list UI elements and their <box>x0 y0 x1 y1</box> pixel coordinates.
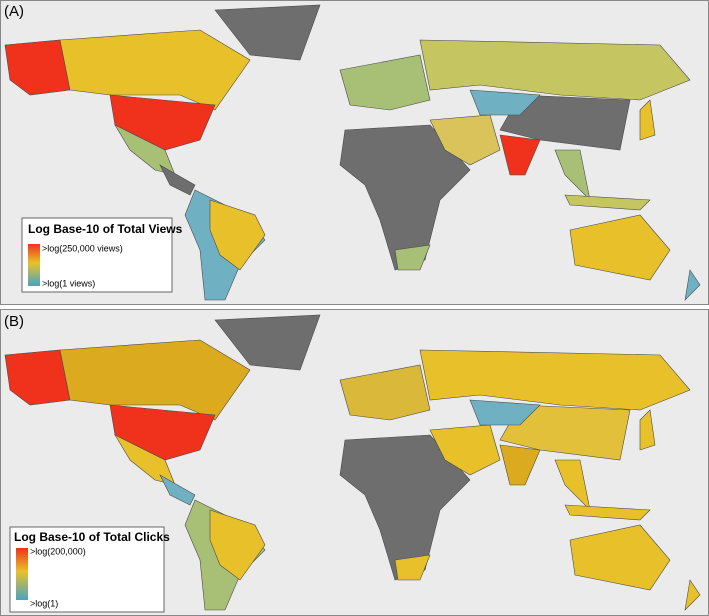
region-japan <box>639 409 656 451</box>
region-brazil <box>209 509 266 581</box>
legend: Log Base-10 of Total Views >log(250,000 … <box>21 217 183 293</box>
region-middle-east <box>429 424 501 476</box>
region-new-zealand <box>684 579 701 611</box>
region-indonesia <box>564 194 651 211</box>
legend-box <box>9 526 165 613</box>
region-canada <box>59 29 251 111</box>
legend-title: Log Base-10 of Total Views <box>28 222 183 236</box>
region-europe <box>339 364 431 421</box>
region-india <box>499 134 541 176</box>
legend-box <box>21 217 173 293</box>
region-new-zealand <box>684 269 701 301</box>
region-russia <box>419 39 691 101</box>
region-canada <box>59 339 251 421</box>
region-middle-east <box>429 114 501 166</box>
region-central-america <box>159 164 196 196</box>
region-australia <box>569 214 671 281</box>
region-south-africa <box>394 244 431 271</box>
region-australia <box>569 524 671 591</box>
region-japan <box>639 99 656 141</box>
region-india <box>499 444 541 486</box>
legend: Log Base-10 of Total Clicks >log(200,000… <box>9 526 170 613</box>
region-brazil <box>209 199 266 271</box>
region-china <box>499 404 631 461</box>
region-alaska <box>4 39 71 96</box>
legend-title: Log Base-10 of Total Clicks <box>14 530 170 544</box>
map-layer <box>4 314 701 611</box>
panel-b: (B) Log Base-10 of Total Clicks >log(200… <box>0 309 709 616</box>
legend-max-label: >log(200,000) <box>30 546 86 556</box>
region-greenland <box>214 314 321 371</box>
panel-label: (B) <box>4 313 24 330</box>
map-layer <box>4 4 701 301</box>
region-alaska <box>4 349 71 406</box>
legend-max-label: >log(250,000 views) <box>42 243 123 253</box>
region-south-africa <box>394 554 431 581</box>
legend-gradient <box>16 548 28 600</box>
region-russia <box>419 349 691 411</box>
panel-a: (A) Log Base-10 of Total Views >log(250,… <box>0 0 709 305</box>
region-greenland <box>214 4 321 61</box>
panel-label: (A) <box>4 3 24 20</box>
region-china <box>499 94 631 151</box>
region-indonesia <box>564 504 651 521</box>
region-kazakhstan <box>469 399 541 426</box>
region-europe <box>339 54 431 111</box>
legend-min-label: >log(1) <box>30 598 58 608</box>
region-central-america <box>159 474 196 506</box>
legend-gradient <box>28 244 40 286</box>
region-kazakhstan <box>469 89 541 116</box>
legend-min-label: >log(1 views) <box>42 278 95 288</box>
